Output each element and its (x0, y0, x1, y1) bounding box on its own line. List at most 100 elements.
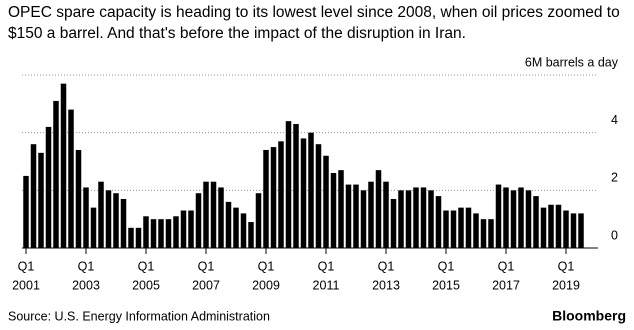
bar (45, 126, 52, 248)
bar (375, 170, 382, 248)
bar (128, 227, 134, 248)
bar (330, 173, 337, 248)
bar (210, 181, 217, 248)
bar (255, 193, 262, 248)
x-tick-label: Q1 (198, 259, 215, 273)
bar (120, 198, 127, 248)
bar (390, 198, 397, 248)
y-tick-label: 6M barrels a day (525, 55, 619, 69)
bar (195, 193, 202, 248)
source: Source: U.S. Energy Information Administ… (8, 309, 270, 323)
x-tick-label: Q1 (138, 259, 155, 273)
bar (315, 144, 322, 248)
bar (345, 184, 352, 248)
bar (450, 210, 457, 248)
x-tick-label: Q1 (378, 259, 395, 273)
bar (68, 109, 74, 248)
bar (263, 149, 269, 248)
x-tick-label: 2009 (252, 278, 280, 292)
bar (308, 132, 314, 248)
bar (510, 190, 517, 248)
y-tick-label: 0 (611, 228, 618, 242)
bar (360, 190, 367, 248)
bar (563, 210, 569, 248)
x-tick-label: Q1 (18, 259, 35, 273)
bar (270, 147, 277, 248)
bar (405, 190, 412, 248)
y-tick-label: 2 (611, 171, 618, 185)
bar (180, 210, 187, 248)
bar (105, 190, 112, 248)
x-tick-label: 2003 (72, 278, 100, 292)
x-tick-label: Q1 (498, 259, 515, 273)
bar (488, 219, 494, 248)
bar (548, 204, 554, 248)
bar (240, 213, 247, 248)
bar (188, 210, 194, 248)
bar (248, 222, 254, 248)
bar (443, 210, 449, 248)
bar (53, 100, 59, 248)
bar (30, 144, 37, 248)
bar (533, 196, 539, 248)
bar (540, 207, 547, 248)
x-tick-label: 2005 (132, 278, 160, 292)
bar (203, 181, 209, 248)
bar (143, 216, 149, 248)
x-tick-label: 2015 (432, 278, 460, 292)
x-tick-label: 2019 (552, 278, 580, 292)
bar (23, 175, 29, 248)
bar (578, 213, 584, 248)
x-tick-label: 2007 (192, 278, 220, 292)
bar (293, 124, 299, 248)
bar (503, 187, 509, 248)
bar (90, 207, 97, 248)
bar (278, 141, 284, 248)
bar (98, 181, 104, 248)
bar (218, 187, 224, 248)
bar (428, 190, 434, 248)
y-tick-label: 4 (611, 113, 618, 127)
bar (353, 184, 359, 248)
bar (435, 196, 442, 248)
x-tick-label: Q1 (78, 259, 95, 273)
bar (368, 181, 374, 248)
bar (300, 138, 307, 248)
bar (285, 121, 292, 248)
bar (518, 187, 524, 248)
bar (473, 213, 479, 248)
bar (525, 190, 532, 248)
bar (38, 152, 44, 248)
bar (495, 184, 502, 248)
x-tick-label: 2013 (372, 278, 400, 292)
bar (323, 155, 329, 248)
bar (75, 149, 82, 248)
chart-title: OPEC spare capacity is heading to its lo… (8, 4, 620, 42)
bar (480, 219, 487, 248)
x-tick-label: Q1 (318, 259, 335, 273)
bar (458, 207, 464, 248)
x-tick-label: 2001 (12, 278, 40, 292)
bar (420, 187, 427, 248)
bar (173, 216, 179, 248)
bar (398, 190, 404, 248)
bar (570, 213, 577, 248)
bar (338, 170, 344, 248)
bar (135, 227, 142, 248)
bar (158, 219, 164, 248)
bar (225, 201, 232, 248)
x-tick-label: Q1 (258, 259, 275, 273)
x-tick-label: Q1 (558, 259, 575, 273)
bar (165, 219, 172, 248)
bar (83, 187, 89, 248)
bar (60, 83, 67, 249)
bar (465, 207, 472, 248)
bar (413, 187, 419, 248)
x-tick-label: 2017 (492, 278, 520, 292)
bar (383, 181, 389, 248)
bar (233, 207, 239, 248)
x-tick-label: 2011 (313, 278, 340, 292)
bar (113, 193, 119, 248)
